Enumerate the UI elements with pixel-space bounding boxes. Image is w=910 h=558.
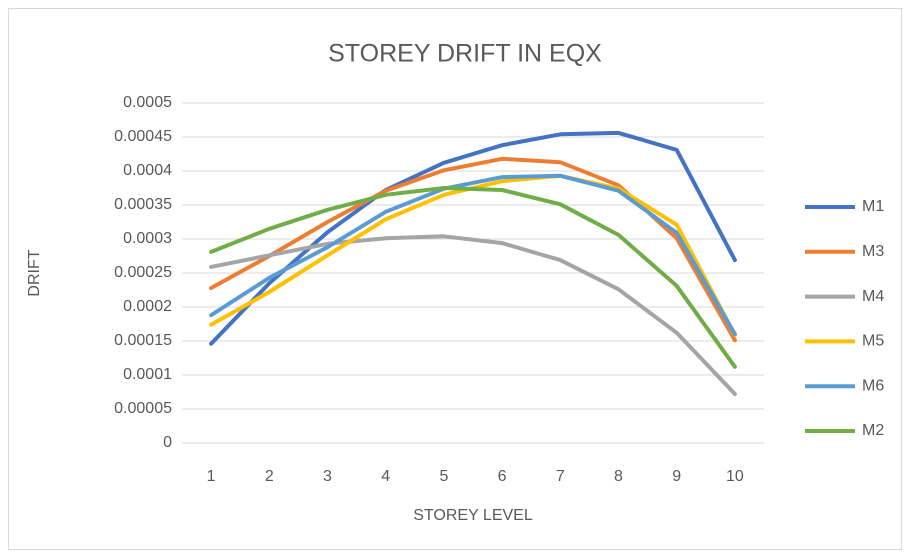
x-tick-label: 4 bbox=[381, 468, 390, 485]
legend-label: M4 bbox=[862, 288, 884, 305]
y-tick-label: 0.0005 bbox=[123, 94, 172, 111]
legend-label: M2 bbox=[862, 422, 884, 439]
series-line bbox=[209, 130, 737, 346]
x-tick-label: 3 bbox=[323, 468, 332, 485]
series-line bbox=[209, 173, 737, 337]
x-tick-label: 1 bbox=[207, 468, 216, 485]
x-tick-label: 2 bbox=[265, 468, 274, 485]
legend-label: M3 bbox=[862, 243, 884, 260]
y-tick-label: 0.0004 bbox=[123, 162, 172, 179]
legend-label: M5 bbox=[862, 333, 884, 350]
chart-border bbox=[8, 8, 902, 550]
x-tick-label: 8 bbox=[614, 468, 623, 485]
y-tick-label: 0.0002 bbox=[123, 298, 172, 315]
chart-title: STOREY DRIFT IN EQX bbox=[328, 40, 602, 68]
x-axis-label: STOREY LEVEL bbox=[413, 507, 533, 524]
x-tick-label: 7 bbox=[556, 468, 565, 485]
series-line bbox=[209, 186, 737, 369]
x-tick-label: 10 bbox=[726, 468, 744, 485]
y-tick-label: 0.0003 bbox=[123, 230, 172, 247]
x-tick-label: 5 bbox=[439, 468, 448, 485]
legend-label: M6 bbox=[862, 377, 884, 394]
y-tick-label: 0.00005 bbox=[114, 400, 172, 417]
y-tick-label: 0.00025 bbox=[114, 264, 172, 281]
y-tick-label: 0 bbox=[163, 434, 172, 451]
legend-label: M1 bbox=[862, 198, 884, 215]
series-line bbox=[209, 234, 737, 396]
x-tick-label: 9 bbox=[672, 468, 681, 485]
y-tick-label: 0.00045 bbox=[114, 128, 172, 145]
y-axis-label: DRIFT bbox=[26, 249, 43, 296]
y-tick-label: 0.00035 bbox=[114, 196, 172, 213]
x-tick-label: 6 bbox=[498, 468, 507, 485]
y-tick-label: 0.00015 bbox=[114, 332, 172, 349]
y-tick-label: 0.0001 bbox=[123, 366, 172, 383]
